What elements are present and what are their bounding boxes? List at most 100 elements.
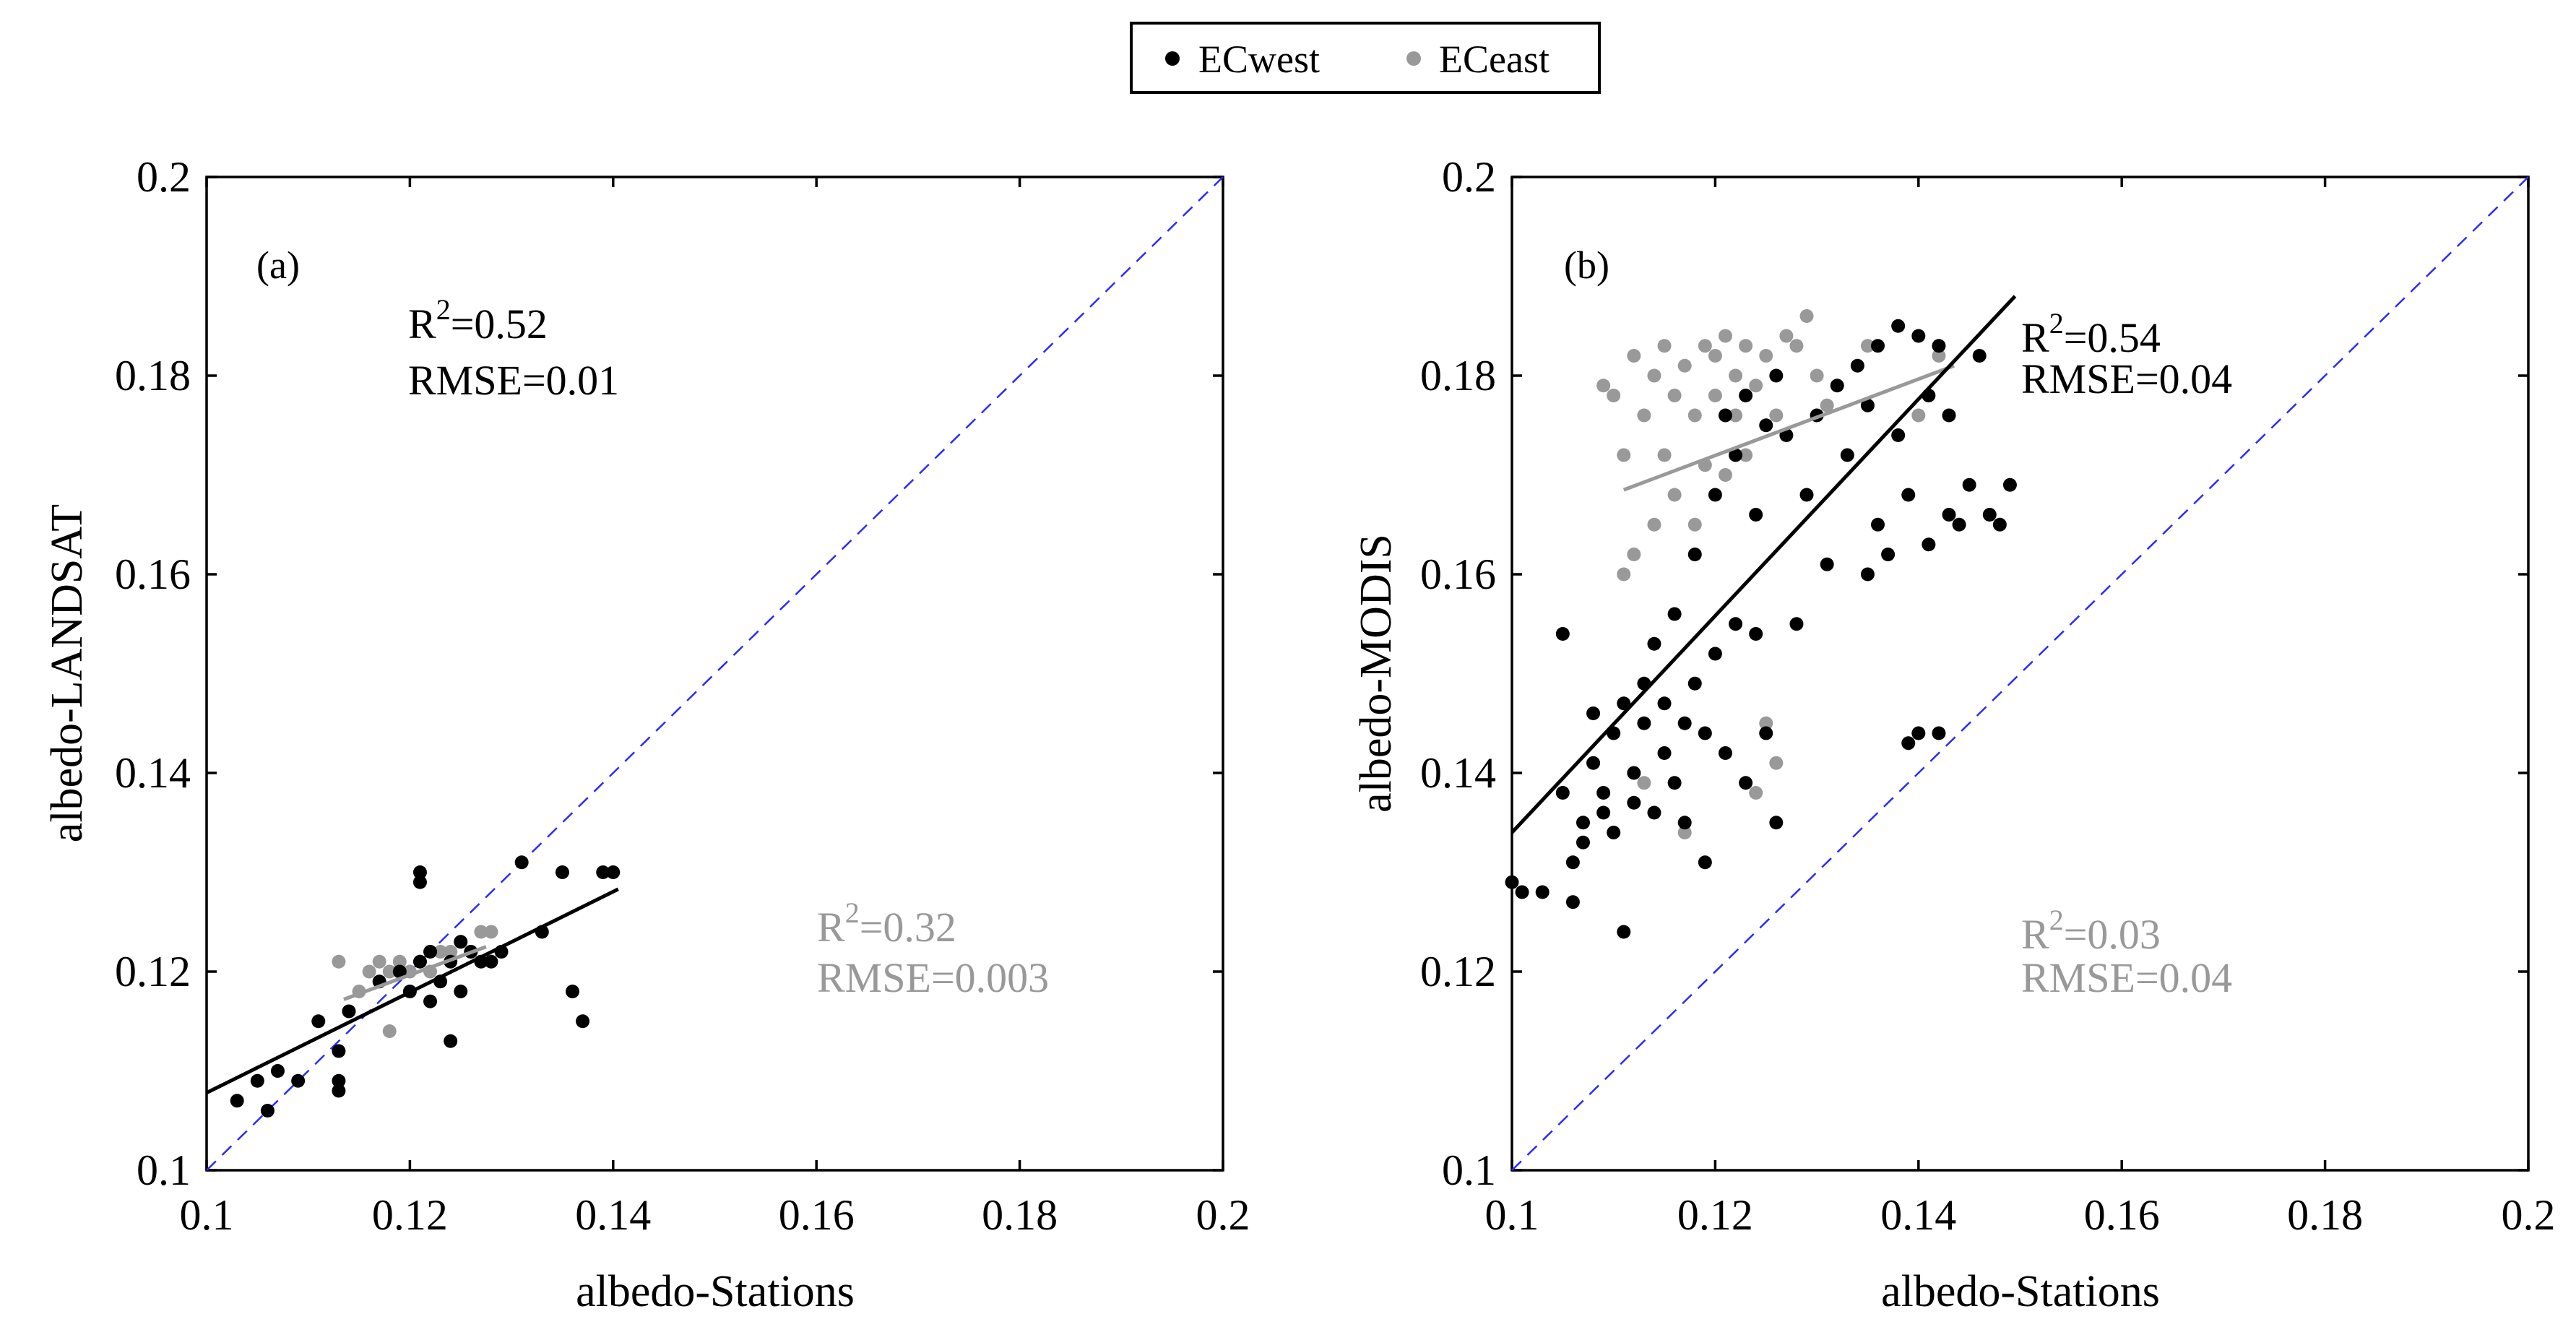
panel-b-frame — [1510, 176, 2530, 1172]
data-point-ecwest — [291, 1073, 306, 1088]
fit-line-ecwest — [205, 887, 619, 1094]
data-point-ecwest — [1952, 517, 1966, 532]
data-point-ecwest — [555, 865, 569, 879]
data-point-ecwest — [332, 1073, 346, 1088]
data-point-ecwest — [332, 1084, 346, 1098]
data-point-eceast — [1637, 408, 1651, 423]
data-point-eceast — [484, 925, 498, 939]
data-point-ecwest — [1576, 835, 1590, 850]
data-point-ecwest — [484, 954, 498, 969]
data-point-ecwest — [332, 1044, 346, 1058]
x-tick-label: 0.16 — [779, 1191, 855, 1239]
data-point-eceast — [1667, 488, 1682, 502]
data-point-ecwest — [1637, 716, 1651, 730]
fit-line-ecwest — [1510, 295, 2017, 834]
data-point-ecwest — [412, 954, 427, 969]
data-point-ecwest — [1972, 349, 1987, 363]
panel-b-rmse-eceast: RMSE=0.04 — [2021, 954, 2232, 1001]
data-point-eceast — [1647, 368, 1661, 383]
data-point-ecwest — [1922, 537, 1936, 552]
data-point-ecwest — [250, 1073, 264, 1088]
data-point-ecwest — [1901, 736, 1916, 751]
y-tick-label: 0.16 — [115, 550, 191, 598]
y-tick-label: 0.18 — [1420, 352, 1496, 399]
data-point-ecwest — [1992, 517, 2007, 532]
data-point-eceast — [1647, 517, 1661, 532]
data-point-eceast — [1617, 448, 1631, 462]
data-point-ecwest — [1677, 716, 1692, 730]
data-point-eceast — [1729, 408, 1743, 423]
data-point-ecwest — [1799, 488, 1814, 502]
data-point-ecwest — [1505, 875, 1519, 889]
x-tick-label: 0.18 — [982, 1191, 1058, 1239]
data-point-eceast — [382, 964, 397, 979]
data-point-ecwest — [392, 964, 407, 979]
data-point-ecwest — [423, 945, 438, 959]
data-point-eceast — [382, 1024, 397, 1038]
data-point-eceast — [1657, 448, 1672, 462]
data-point-ecwest — [1789, 617, 1804, 631]
panel-b: (b) albedo-Stations albedo-MODIS R2=0.54… — [1352, 153, 2556, 1316]
data-point-eceast — [1708, 349, 1722, 363]
panel-a-frame — [205, 176, 1224, 1172]
y-tick-label: 0.12 — [115, 948, 191, 995]
data-point-ecwest — [1942, 408, 1956, 423]
data-point-ecwest — [1891, 428, 1906, 442]
y-tick-label: 0.12 — [1420, 948, 1496, 995]
x-tick-label: 0.12 — [1677, 1191, 1753, 1239]
panel-b-r2-ecwest: R2=0.54 — [2021, 307, 2161, 361]
data-point-ecwest — [1687, 676, 1702, 691]
data-point-eceast — [1739, 339, 1753, 353]
y-tick-label: 0.16 — [1420, 550, 1496, 598]
data-point-eceast — [1637, 776, 1651, 790]
data-point-eceast — [1718, 329, 1732, 343]
data-point-ecwest — [1576, 816, 1590, 830]
data-point-ecwest — [1667, 607, 1682, 621]
data-point-eceast — [1708, 389, 1722, 402]
data-point-ecwest — [576, 1014, 590, 1029]
data-point-ecwest — [412, 875, 427, 889]
data-point-eceast — [1769, 408, 1784, 423]
data-point-eceast — [1667, 389, 1682, 402]
data-point-eceast — [1627, 349, 1641, 363]
one-to-one-line — [1511, 176, 2529, 1171]
data-point-ecwest — [1932, 726, 1946, 740]
data-point-ecwest — [1647, 805, 1661, 820]
data-point-ecwest — [1739, 776, 1753, 790]
data-point-eceast — [1698, 339, 1712, 353]
data-point-eceast — [1739, 448, 1753, 462]
data-point-ecwest — [1860, 398, 1875, 412]
data-point-eceast — [1769, 756, 1784, 770]
data-point-ecwest — [454, 935, 468, 949]
panel-a-xlabel: albedo-Stations — [576, 1267, 855, 1316]
data-point-ecwest — [1911, 329, 1926, 343]
data-point-ecwest — [1647, 636, 1661, 651]
data-point-ecwest — [1596, 786, 1611, 800]
data-point-ecwest — [1565, 855, 1580, 870]
data-point-ecwest — [1607, 826, 1621, 839]
legend-label-eceast: ECeast — [1439, 38, 1550, 81]
data-point-ecwest — [1830, 379, 1844, 393]
data-point-ecwest — [1687, 548, 1702, 561]
data-point-ecwest — [1901, 488, 1916, 502]
panel-b-ylabel: albedo-MODIS — [1352, 534, 1401, 813]
panel-a: (a) albedo-Stations albedo-LANDSAT R2=0.… — [43, 153, 1250, 1316]
y-tick-label: 0.14 — [115, 749, 191, 797]
data-point-ecwest — [1667, 776, 1682, 790]
data-point-eceast — [1779, 329, 1794, 343]
y-tick-label: 0.1 — [1442, 1146, 1496, 1194]
data-point-ecwest — [1617, 925, 1631, 939]
data-point-ecwest — [1677, 816, 1692, 830]
y-tick-label: 0.14 — [1420, 749, 1496, 797]
data-point-ecwest — [1749, 627, 1763, 641]
data-point-ecwest — [1769, 816, 1784, 830]
panel-b-stat-eceast: R2=0.03 RMSE=0.04 — [2021, 904, 2232, 1001]
data-point-ecwest — [1871, 517, 1885, 532]
data-point-eceast — [1932, 349, 1946, 363]
y-tick-label: 0.2 — [1442, 153, 1496, 201]
data-point-ecwest — [1749, 508, 1763, 522]
data-point-ecwest — [1627, 766, 1641, 780]
data-point-ecwest — [260, 1104, 275, 1118]
fit-line-eceast — [1622, 363, 1955, 492]
data-point-ecwest — [1515, 885, 1529, 899]
